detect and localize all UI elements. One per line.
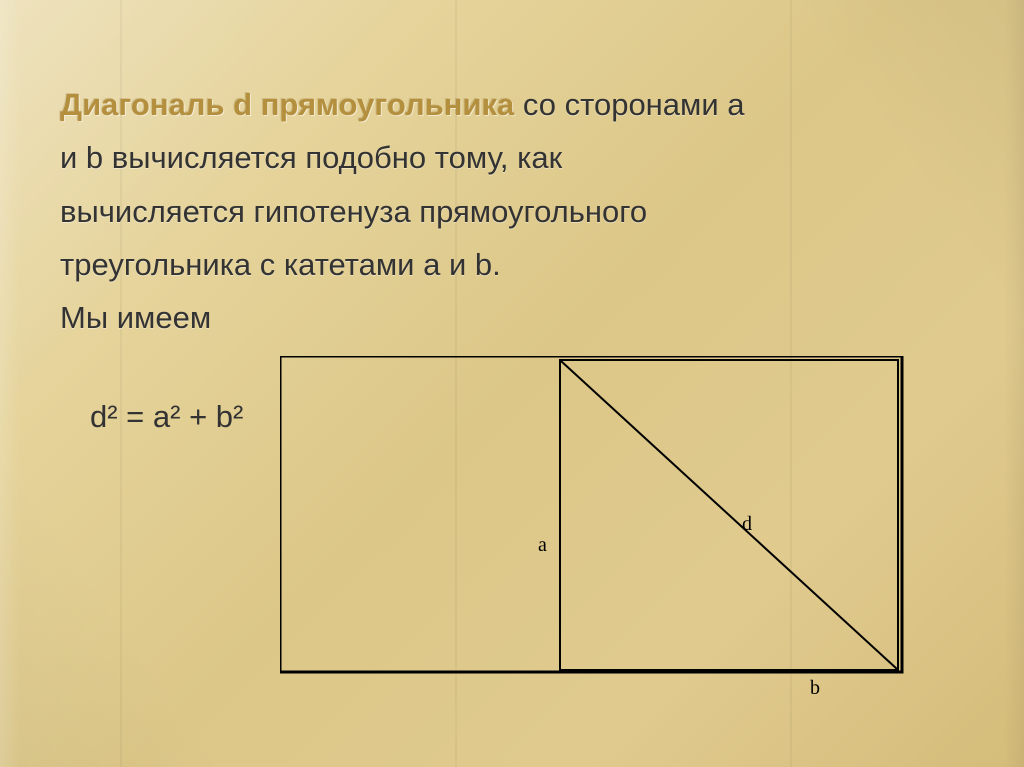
line2: и b вычисляется подобно тому, как <box>60 140 562 175</box>
line5: Мы имеем <box>60 300 211 335</box>
label-b: b <box>810 677 820 699</box>
line3: вычисляется гипотенуза прямоугольного <box>60 194 647 229</box>
outer-rect <box>280 356 902 672</box>
diagonal-line <box>561 361 897 669</box>
label-a: a <box>538 534 547 556</box>
paragraph: Диагональ d прямоугольника со сторонами … <box>60 78 964 345</box>
label-d: d <box>742 513 752 535</box>
heading-phrase: Диагональ d прямоугольника <box>60 87 514 122</box>
line4: треугольника с катетами a и b. <box>60 247 501 282</box>
rectangle-diagram: a b d <box>280 356 940 716</box>
line1-rest: со сторонами a <box>514 87 744 122</box>
